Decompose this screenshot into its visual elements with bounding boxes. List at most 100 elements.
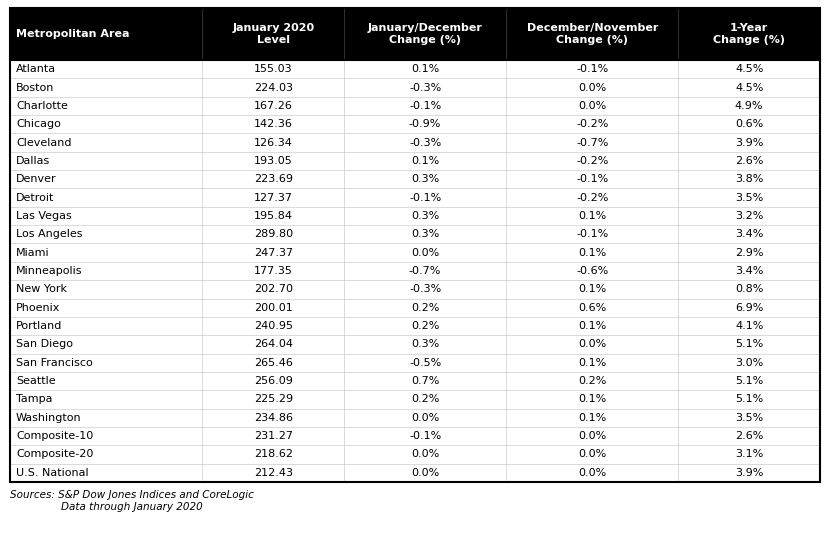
Text: 247.37: 247.37 xyxy=(254,248,293,258)
Bar xyxy=(10,152,820,170)
Text: Sources: S&P Dow Jones Indices and CoreLogic
Data through January 2020: Sources: S&P Dow Jones Indices and CoreL… xyxy=(10,490,254,511)
Text: -0.2%: -0.2% xyxy=(576,119,608,129)
Text: -0.2%: -0.2% xyxy=(576,156,608,166)
Text: Cleveland: Cleveland xyxy=(16,138,71,147)
Text: 195.84: 195.84 xyxy=(254,211,293,221)
Bar xyxy=(10,335,820,354)
Text: 212.43: 212.43 xyxy=(254,468,293,478)
Text: 3.4%: 3.4% xyxy=(735,266,764,276)
Text: 2.6%: 2.6% xyxy=(735,431,764,441)
Text: 0.0%: 0.0% xyxy=(411,468,439,478)
Text: 265.46: 265.46 xyxy=(254,357,293,368)
Text: 142.36: 142.36 xyxy=(254,119,293,129)
Bar xyxy=(10,464,820,482)
Bar xyxy=(10,8,820,60)
Text: Tampa: Tampa xyxy=(16,394,52,404)
Text: 177.35: 177.35 xyxy=(254,266,293,276)
Text: New York: New York xyxy=(16,285,67,294)
Text: 289.80: 289.80 xyxy=(254,230,293,239)
Text: 0.1%: 0.1% xyxy=(411,64,439,74)
Bar xyxy=(10,244,820,262)
Text: 0.0%: 0.0% xyxy=(578,83,606,92)
Bar xyxy=(10,390,820,409)
Text: 1-Year
Change (%): 1-Year Change (%) xyxy=(713,23,785,45)
Text: -0.3%: -0.3% xyxy=(409,83,442,92)
Text: -0.5%: -0.5% xyxy=(409,357,442,368)
Text: 0.1%: 0.1% xyxy=(578,394,606,404)
Text: 3.5%: 3.5% xyxy=(735,193,764,202)
Text: Minneapolis: Minneapolis xyxy=(16,266,82,276)
Text: 0.0%: 0.0% xyxy=(578,340,606,349)
Bar xyxy=(10,446,820,464)
Text: 0.6%: 0.6% xyxy=(735,119,764,129)
Text: -0.3%: -0.3% xyxy=(409,138,442,147)
Text: 0.8%: 0.8% xyxy=(735,285,764,294)
Text: 225.29: 225.29 xyxy=(254,394,293,404)
Bar xyxy=(10,262,820,280)
Text: 5.1%: 5.1% xyxy=(735,394,764,404)
Text: 231.27: 231.27 xyxy=(254,431,293,441)
Text: -0.1%: -0.1% xyxy=(409,431,442,441)
Text: 3.5%: 3.5% xyxy=(735,413,764,423)
Text: Chicago: Chicago xyxy=(16,119,61,129)
Text: Phoenix: Phoenix xyxy=(16,303,61,313)
Text: 0.1%: 0.1% xyxy=(578,357,606,368)
Text: 4.5%: 4.5% xyxy=(735,83,764,92)
Text: Seattle: Seattle xyxy=(16,376,56,386)
Text: 0.1%: 0.1% xyxy=(578,211,606,221)
Text: Composite-10: Composite-10 xyxy=(16,431,93,441)
Bar xyxy=(10,427,820,446)
Text: -0.9%: -0.9% xyxy=(409,119,442,129)
Text: 0.0%: 0.0% xyxy=(411,449,439,460)
Text: Miami: Miami xyxy=(16,248,50,258)
Text: 5.1%: 5.1% xyxy=(735,340,764,349)
Text: -0.2%: -0.2% xyxy=(576,193,608,202)
Text: 2.9%: 2.9% xyxy=(735,248,764,258)
Text: -0.6%: -0.6% xyxy=(576,266,608,276)
Text: January 2020
Level: January 2020 Level xyxy=(232,23,315,45)
Text: 202.70: 202.70 xyxy=(254,285,293,294)
Bar xyxy=(10,8,820,482)
Bar xyxy=(10,409,820,427)
Text: December/November
Change (%): December/November Change (%) xyxy=(526,23,658,45)
Text: -0.3%: -0.3% xyxy=(409,285,442,294)
Bar xyxy=(10,188,820,207)
Bar xyxy=(10,60,820,78)
Text: San Diego: San Diego xyxy=(16,340,73,349)
Text: Washington: Washington xyxy=(16,413,81,423)
Text: 3.4%: 3.4% xyxy=(735,230,764,239)
Text: 200.01: 200.01 xyxy=(254,303,293,313)
Text: 5.1%: 5.1% xyxy=(735,376,764,386)
Text: Boston: Boston xyxy=(16,83,55,92)
Text: -0.1%: -0.1% xyxy=(409,193,442,202)
Text: 127.37: 127.37 xyxy=(254,193,293,202)
Text: Dallas: Dallas xyxy=(16,156,51,166)
Text: 0.1%: 0.1% xyxy=(578,248,606,258)
Text: San Francisco: San Francisco xyxy=(16,357,93,368)
Text: 0.3%: 0.3% xyxy=(411,174,439,184)
Text: 0.1%: 0.1% xyxy=(411,156,439,166)
Bar xyxy=(10,97,820,115)
Text: Portland: Portland xyxy=(16,321,62,331)
Text: 234.86: 234.86 xyxy=(254,413,293,423)
Text: Denver: Denver xyxy=(16,174,56,184)
Bar xyxy=(10,225,820,244)
Text: Atlanta: Atlanta xyxy=(16,64,56,74)
Text: 0.3%: 0.3% xyxy=(411,230,439,239)
Text: 0.0%: 0.0% xyxy=(578,468,606,478)
Text: 126.34: 126.34 xyxy=(254,138,293,147)
Text: -0.1%: -0.1% xyxy=(576,230,608,239)
Text: 240.95: 240.95 xyxy=(254,321,293,331)
Text: 0.0%: 0.0% xyxy=(578,449,606,460)
Text: 3.1%: 3.1% xyxy=(735,449,764,460)
Text: 0.2%: 0.2% xyxy=(411,394,439,404)
Bar xyxy=(10,354,820,372)
Text: 0.0%: 0.0% xyxy=(578,101,606,111)
Text: 218.62: 218.62 xyxy=(254,449,293,460)
Text: 0.0%: 0.0% xyxy=(411,413,439,423)
Text: 0.0%: 0.0% xyxy=(578,431,606,441)
Text: 4.1%: 4.1% xyxy=(735,321,764,331)
Bar xyxy=(10,317,820,335)
Text: 193.05: 193.05 xyxy=(254,156,293,166)
Text: -0.1%: -0.1% xyxy=(576,64,608,74)
